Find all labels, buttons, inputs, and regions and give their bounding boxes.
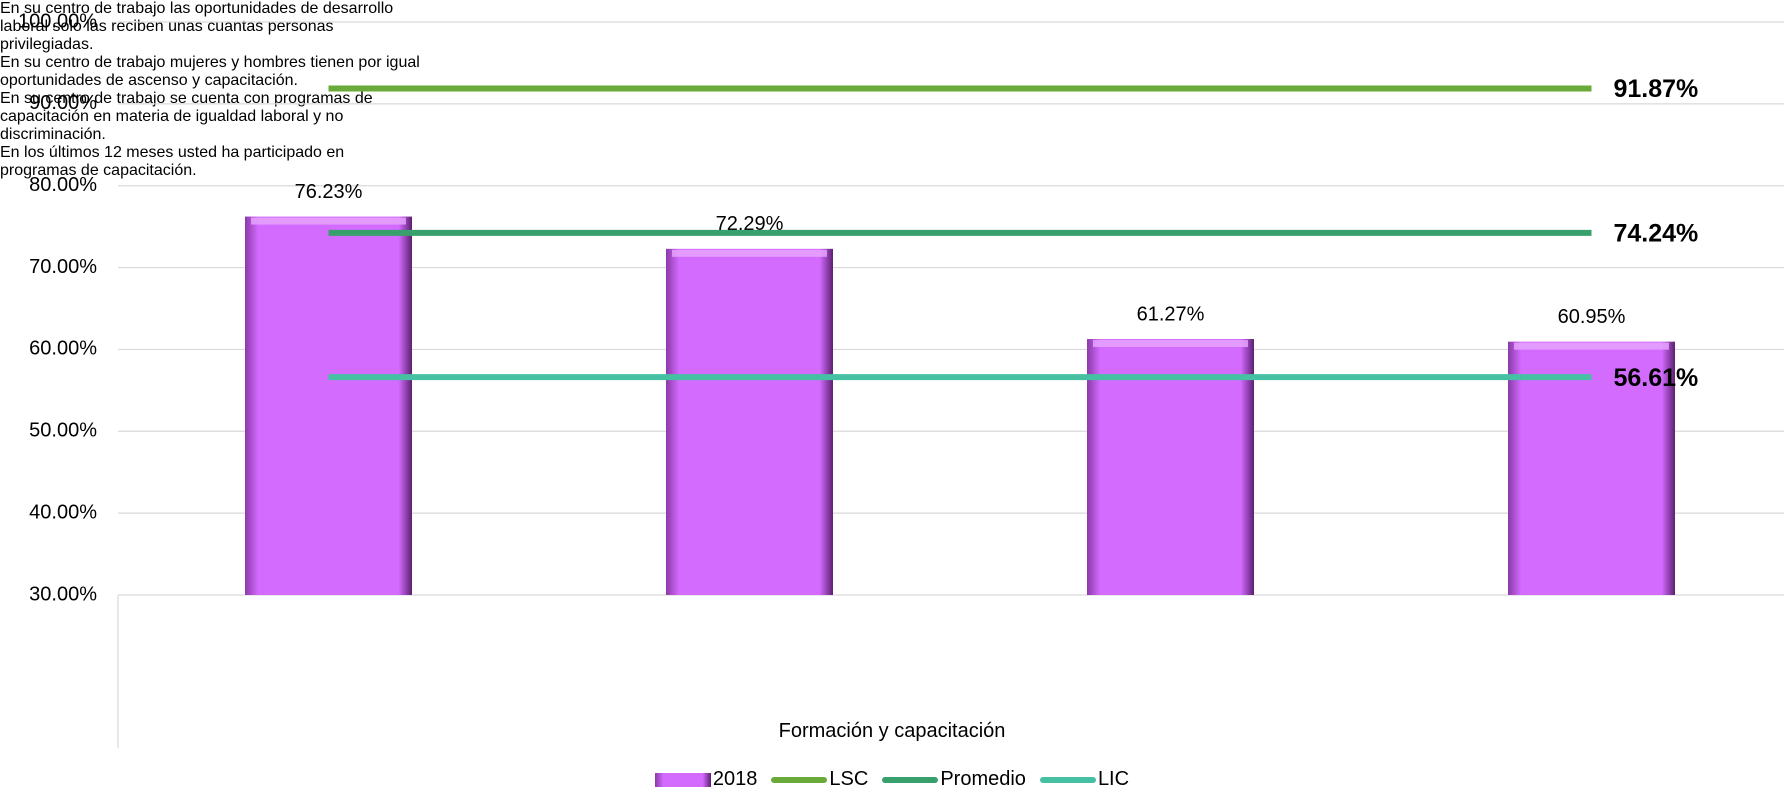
- legend-item: LSC: [771, 768, 868, 791]
- data-label: 76.23%: [295, 181, 363, 203]
- data-label: 61.27%: [1137, 303, 1205, 325]
- legend-swatch: [1039, 776, 1096, 783]
- line-label: 91.87%: [1614, 75, 1699, 103]
- legend: 2018 LSC Promedio LIC: [0, 768, 1784, 791]
- y-tick-label: 50.00%: [29, 420, 97, 442]
- legend-item: 2018: [654, 768, 758, 791]
- x-tick-label: En los últimos 12 meses usted ha partici…: [0, 144, 345, 179]
- legend-swatch: [771, 776, 828, 783]
- bar: [245, 216, 412, 595]
- line-label: 56.61%: [1614, 364, 1699, 392]
- bar-bevel: [251, 217, 406, 225]
- legend-swatch: [882, 776, 939, 783]
- legend-label: LSC: [829, 768, 869, 790]
- y-tick-label: 30.00%: [29, 583, 97, 605]
- legend-label: Promedio: [940, 768, 1026, 790]
- bar-bevel: [1514, 342, 1669, 350]
- bar: [1508, 341, 1675, 595]
- x-axis-title: Formación y capacitación: [778, 720, 1006, 742]
- y-tick-label: 70.00%: [29, 256, 97, 278]
- line-label: 74.24%: [1614, 219, 1699, 247]
- bar: [1087, 339, 1254, 595]
- y-tick-label: 80.00%: [29, 174, 97, 196]
- x-tick-label: En su centro de trabajo se cuenta con pr…: [0, 90, 373, 143]
- y-tick-label: 100.00%: [18, 10, 97, 32]
- x-tick-label: En su centro de trabajo mujeres y hombre…: [0, 54, 420, 89]
- x-tick-label: En su centro de trabajo las oportunidade…: [0, 0, 394, 53]
- data-label: 72.29%: [716, 213, 784, 235]
- bar-bevel: [672, 249, 827, 257]
- y-tick-label: 90.00%: [29, 92, 97, 114]
- bar: [666, 248, 833, 595]
- y-tick-label: 40.00%: [29, 501, 97, 523]
- data-label: 60.95%: [1558, 306, 1626, 328]
- legend-label: LIC: [1097, 768, 1130, 790]
- legend-label: 2018: [712, 768, 758, 790]
- y-tick-label: 60.00%: [29, 338, 97, 360]
- legend-swatch: [654, 772, 711, 787]
- legend-item: Promedio: [882, 768, 1026, 791]
- bar-bevel: [1093, 340, 1248, 348]
- legend-item: LIC: [1039, 768, 1130, 791]
